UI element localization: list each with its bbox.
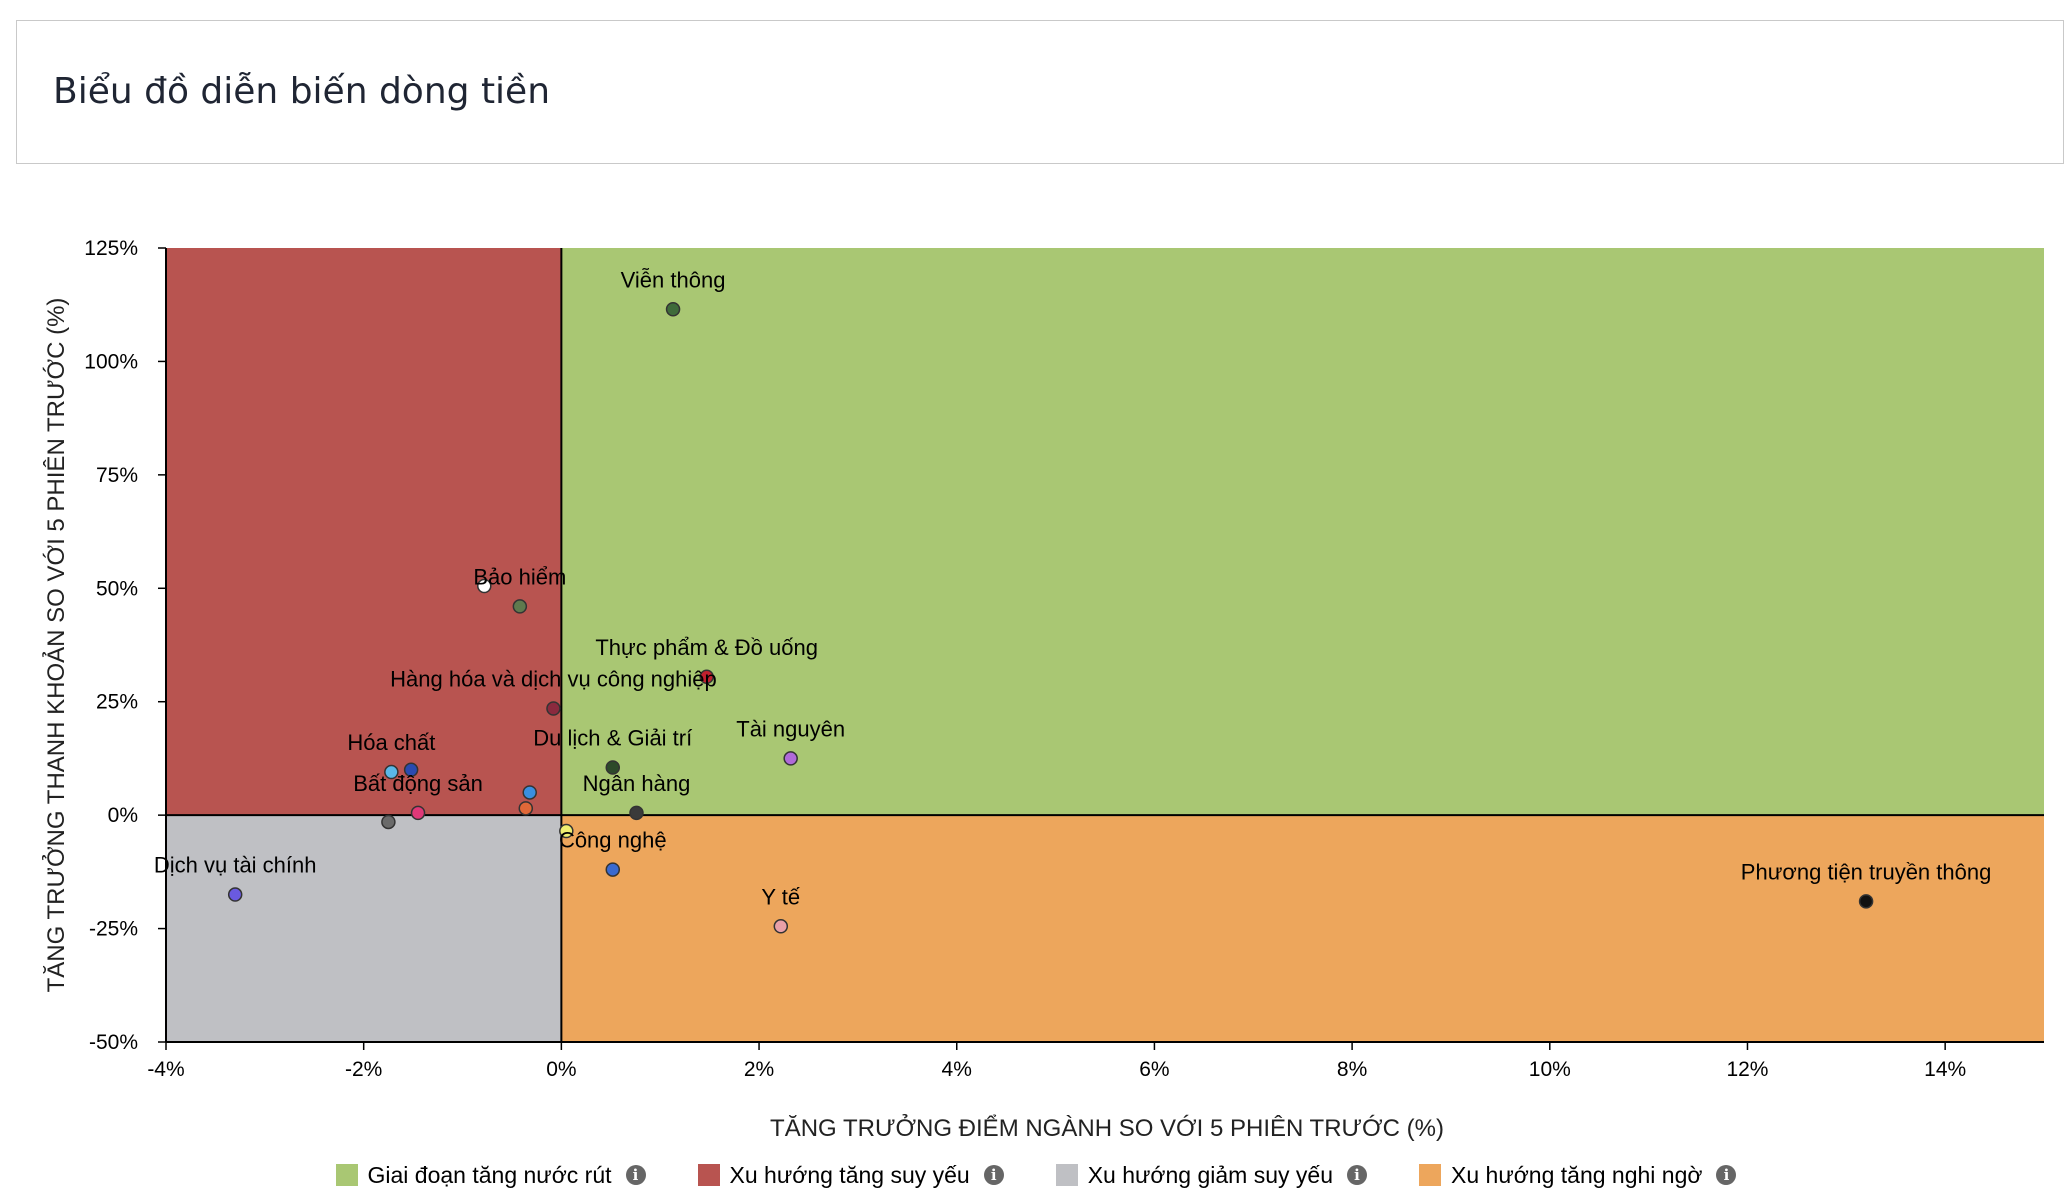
data-point-label: Du lịch & Giải trí — [533, 726, 692, 751]
data-point-label: Công nghệ — [559, 828, 667, 853]
data-point[interactable] — [699, 669, 714, 685]
x-tick-label: -2% — [345, 1058, 382, 1081]
data-point[interactable] — [629, 805, 644, 821]
data-point[interactable] — [227, 887, 243, 902]
data-point[interactable] — [783, 751, 798, 766]
data-point[interactable] — [410, 805, 426, 821]
data-point-label: Thực phẩm & Đồ uống — [595, 635, 818, 660]
quadrant-2 — [166, 815, 562, 1042]
legend-swatch-1 — [697, 1164, 720, 1186]
data-point-label: Hàng hóa và dịch vụ công nghiệp — [390, 667, 717, 692]
data-point[interactable] — [605, 862, 621, 877]
legend-item-0[interactable]: Giai đoạn tăng nước rút i — [335, 1161, 646, 1189]
info-icon[interactable]: i — [983, 1165, 1004, 1185]
data-point[interactable] — [605, 760, 621, 775]
data-point-label: Tài nguyên — [736, 716, 845, 741]
y-axis-title: TĂNG TRƯỞNG THANH KHOẢN SO VỚI 5 PHIÊN T… — [41, 298, 70, 993]
data-point-label: Bất động sản — [353, 771, 483, 796]
data-point[interactable] — [512, 599, 528, 614]
x-tick-label: 0% — [546, 1058, 576, 1081]
data-point[interactable] — [381, 814, 396, 830]
page-title: Biểu đồ diễn biến dòng tiền — [53, 71, 551, 112]
legend-swatch-3 — [1419, 1164, 1441, 1186]
data-point[interactable] — [546, 701, 561, 716]
y-tick-label: 0% — [108, 804, 138, 827]
y-tick-label: -25% — [89, 918, 138, 941]
data-point[interactable] — [403, 762, 419, 778]
legend-item-3[interactable]: Xu hướng tăng nghi ngờ i — [1419, 1161, 1737, 1189]
legend-label-0: Giai đoạn tăng nước rút — [367, 1161, 612, 1188]
quadrant-0 — [561, 248, 2044, 816]
y-tick-label: 100% — [84, 350, 138, 373]
legend-swatch-0 — [335, 1164, 358, 1186]
data-point[interactable] — [1858, 894, 1874, 909]
info-icon[interactable]: i — [1347, 1165, 1367, 1185]
title-box: Biểu đồ diễn biến dòng tiền — [16, 20, 2064, 164]
legend-label-2: Xu hướng giảm suy yếu — [1087, 1161, 1333, 1188]
chart-legend: Giai đoạn tăng nước rút i Xu hướng tăng … — [0, 1158, 2072, 1192]
data-point-label: Hóa chất — [347, 730, 435, 755]
y-tick-label: 25% — [96, 691, 138, 714]
data-point-label: Dịch vụ tài chính — [154, 853, 317, 878]
x-tick-label: -4% — [147, 1058, 184, 1081]
x-tick-label: 2% — [744, 1058, 774, 1081]
x-tick-label: 4% — [942, 1058, 972, 1081]
data-point[interactable] — [522, 785, 537, 800]
x-tick-label: 8% — [1337, 1058, 1367, 1081]
data-point[interactable] — [559, 823, 574, 839]
data-point[interactable] — [518, 801, 534, 816]
data-point-label: Ngân hàng — [583, 771, 691, 796]
y-tick-label: 50% — [96, 577, 138, 600]
data-point[interactable] — [665, 302, 681, 317]
x-tick-label: 6% — [1139, 1058, 1169, 1081]
legend-item-2[interactable]: Xu hướng giảm suy yếu i — [1055, 1161, 1367, 1189]
x-axis-title: TĂNG TRƯỞNG ĐIỂM NGÀNH SO VỚI 5 PHIÊN TR… — [770, 1113, 1444, 1142]
legend-item-1[interactable]: Xu hướng tăng suy yếu i — [697, 1161, 1004, 1189]
y-tick-label: 125% — [84, 237, 138, 260]
legend-swatch-2 — [1055, 1164, 1078, 1186]
cash-flow-scatter-chart: -4% -2% 0% 2% 4% 6% 8% 10% 12% 14% 125% 100% 75% 50% 2… — [41, 237, 2044, 1142]
y-tick-label: 75% — [96, 464, 138, 487]
data-point[interactable] — [773, 919, 789, 934]
data-point-label: Bảo hiểm — [473, 564, 566, 589]
data-point-label: Viễn thông — [621, 267, 726, 292]
data-point[interactable] — [384, 764, 399, 780]
quadrant-1 — [166, 248, 562, 816]
x-tick-label: 12% — [1726, 1058, 1768, 1081]
quadrant-3 — [561, 815, 2044, 1042]
data-point-label: Phương tiện truyền thông — [1741, 859, 1992, 884]
y-tick-label: -50% — [89, 1031, 138, 1054]
legend-label-3: Xu hướng tăng nghi ngờ — [1451, 1161, 1703, 1188]
x-tick-label: 10% — [1529, 1058, 1571, 1081]
info-icon[interactable]: i — [625, 1165, 646, 1185]
info-icon[interactable]: i — [1716, 1165, 1737, 1185]
data-point-label: Y tế — [761, 884, 800, 909]
x-tick-label: 14% — [1924, 1058, 1966, 1081]
legend-label-1: Xu hướng tăng suy yếu — [729, 1161, 970, 1188]
data-point[interactable] — [477, 578, 492, 594]
